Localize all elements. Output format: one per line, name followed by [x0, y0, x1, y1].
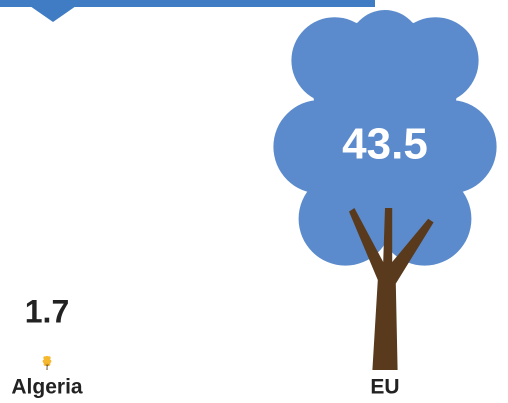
banner-pointer: [30, 6, 76, 22]
tree-crown: [46, 356, 49, 359]
chart: 1.7 Algeria 43.5 EU: [0, 0, 508, 403]
tree-trunk: [349, 208, 434, 370]
category-label: Algeria: [11, 376, 83, 399]
tree: [43, 356, 52, 370]
value-label: 1.7: [25, 293, 69, 329]
category-label: EU: [370, 376, 399, 399]
value-label: 43.5: [342, 119, 428, 168]
banner: [0, 0, 375, 7]
tree: [273, 10, 496, 370]
tree-trunk: [46, 364, 49, 370]
tree-crown: [349, 10, 421, 82]
